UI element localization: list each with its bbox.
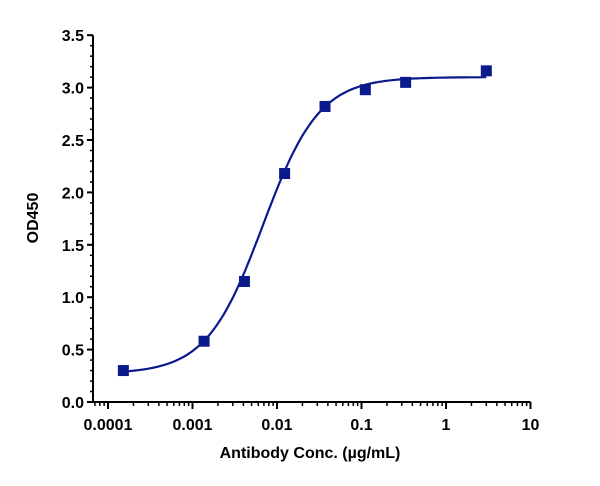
data-point bbox=[319, 100, 331, 112]
fit-curve-group bbox=[123, 76, 487, 373]
y-tick-label: 3.5 bbox=[62, 28, 84, 45]
x-axis-label: Antibody Conc. (µg/mL) bbox=[220, 445, 401, 462]
y-axis-label: OD450 bbox=[25, 193, 42, 244]
y-tick-label: 3.0 bbox=[62, 81, 84, 98]
data-points bbox=[117, 65, 492, 377]
y-tick-label: 2.5 bbox=[62, 133, 84, 150]
y-tick-label: 1.0 bbox=[62, 290, 84, 307]
y-tick-label: 0.0 bbox=[62, 395, 84, 412]
data-point bbox=[359, 84, 371, 96]
y-tick-label: 0.5 bbox=[62, 343, 84, 360]
x-tick-label: 1 bbox=[442, 417, 451, 434]
x-tick-label: 10 bbox=[522, 417, 540, 434]
x-tick-label: 0.001 bbox=[172, 417, 212, 434]
x-tick-label: 0.0001 bbox=[84, 417, 133, 434]
axes: 0.0 0.5 1.0 1.5 2.0 2.5 3.0 3.5 0.0001 0.001 0.01 0… bbox=[62, 28, 540, 434]
data-point bbox=[480, 65, 492, 77]
fit-curve bbox=[123, 76, 487, 373]
y-tick-label: 2.0 bbox=[62, 185, 84, 202]
data-point bbox=[400, 76, 412, 88]
data-point bbox=[238, 275, 250, 287]
x-tick-label: 0.1 bbox=[350, 417, 372, 434]
y-tick-label: 1.5 bbox=[62, 238, 84, 255]
x-tick-label: 0.01 bbox=[261, 417, 292, 434]
data-point bbox=[279, 168, 291, 180]
data-point bbox=[117, 365, 129, 377]
data-point bbox=[198, 335, 210, 347]
